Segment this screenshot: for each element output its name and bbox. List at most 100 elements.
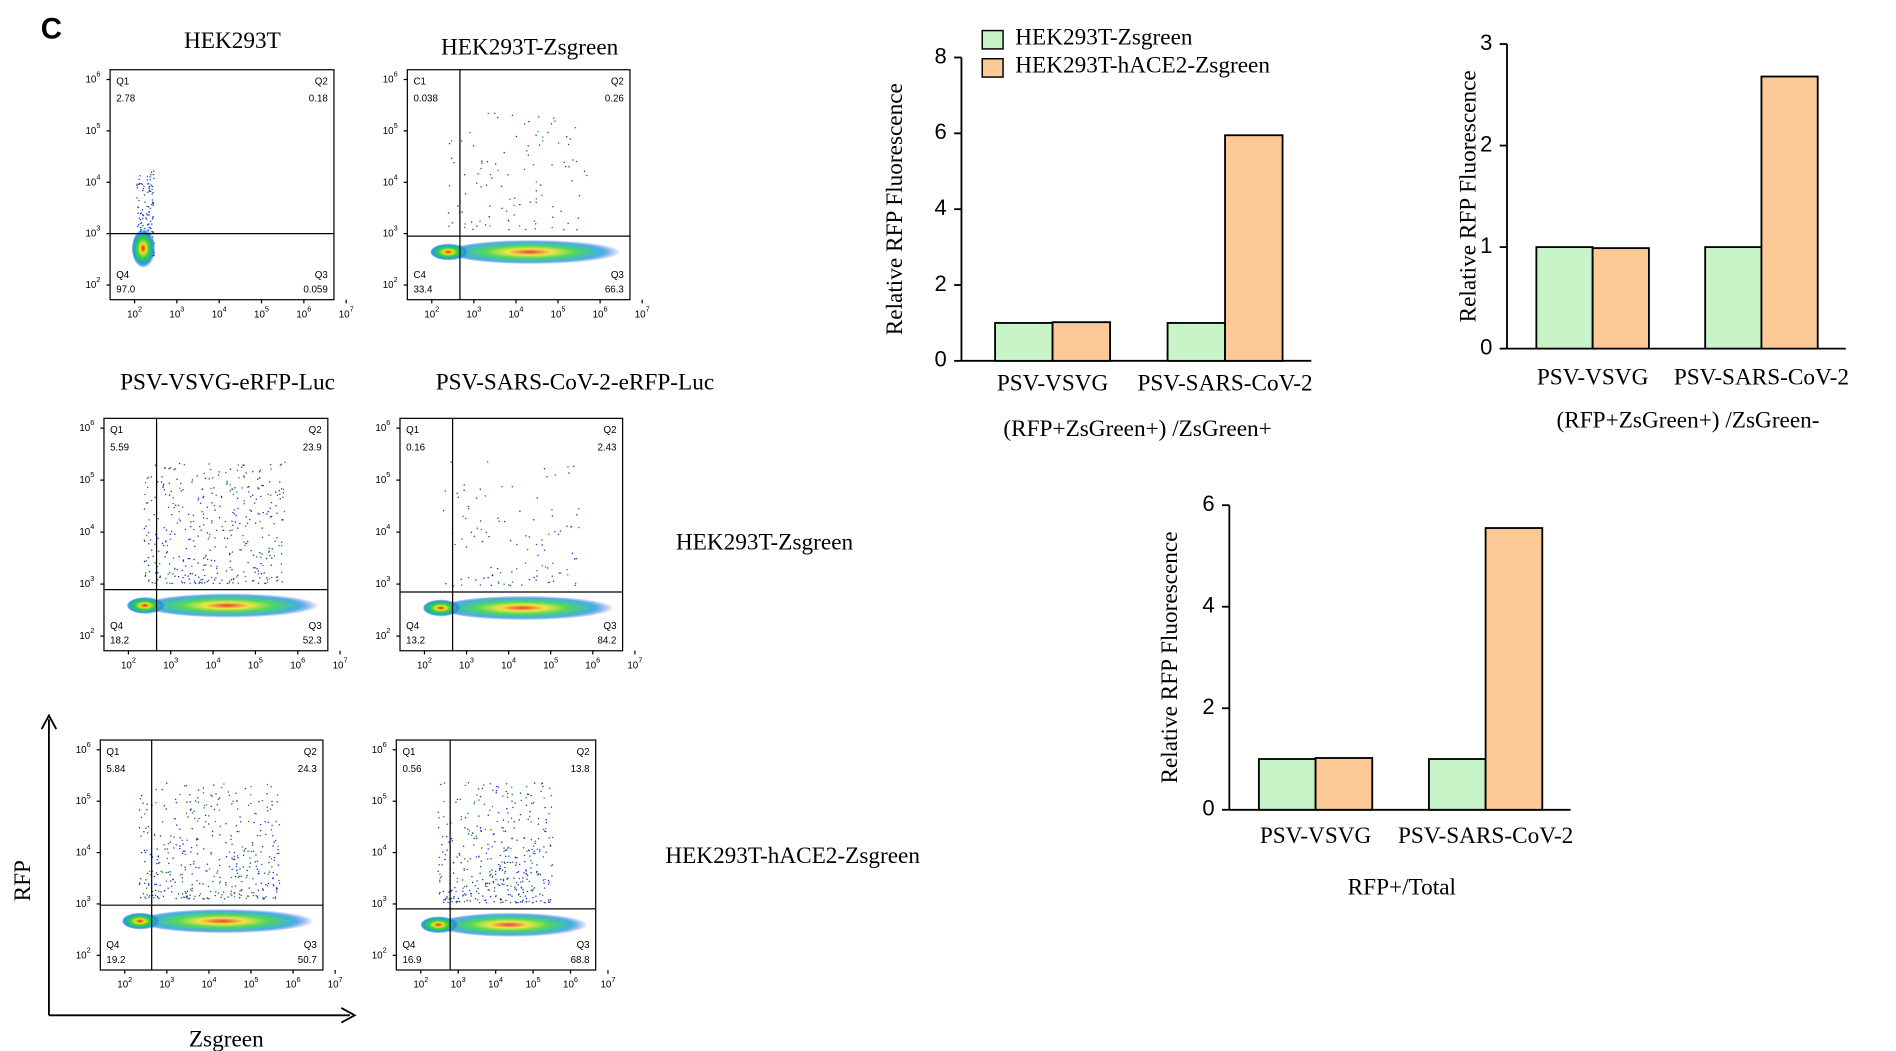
- decor-dot: [231, 886, 233, 888]
- decor-dot: [464, 223, 466, 225]
- quadrant-name: Q2: [577, 747, 590, 758]
- decor-dot: [460, 584, 463, 586]
- decor-dot: [515, 901, 517, 904]
- x-tick-label: PSV-SARS-CoV-2: [1398, 823, 1573, 849]
- decor-dot: [574, 582, 577, 585]
- decor-dot: [497, 786, 500, 788]
- decor-dot: [280, 487, 283, 490]
- decor-dot: [174, 881, 176, 883]
- decor-dot: [193, 898, 195, 900]
- decor-dot: [269, 516, 272, 518]
- tick-base: 10: [248, 660, 259, 671]
- decor-dot: [536, 870, 538, 873]
- decor-dot: [221, 579, 223, 582]
- decor-dot: [172, 557, 175, 559]
- decor-dot: [238, 477, 240, 479]
- decor-dot: [505, 210, 508, 212]
- decor-dot: [202, 496, 204, 499]
- tick-base: 10: [117, 979, 128, 990]
- decor-dot: [236, 808, 239, 810]
- decor-dot: [513, 821, 516, 823]
- decor-dot: [516, 839, 518, 842]
- decor-dot: [178, 518, 180, 520]
- decor-dot: [191, 479, 194, 481]
- decor-dot: [551, 875, 553, 877]
- decor-dot: [521, 584, 523, 586]
- decor-dot: [219, 834, 221, 836]
- quadrant-name: Q2: [315, 77, 328, 88]
- tick-base: 10: [85, 228, 96, 239]
- decor-dot: [210, 576, 213, 579]
- decor-dot: [245, 897, 248, 900]
- decor-dot: [247, 561, 249, 564]
- decor-dot: [170, 835, 172, 837]
- decor-dot: [240, 549, 242, 551]
- decor-dot: [164, 848, 166, 850]
- decor-dot: [490, 873, 492, 876]
- tick-exp: 7: [638, 655, 642, 664]
- decor-dot: [437, 870, 439, 873]
- tick-exp: 7: [611, 975, 615, 984]
- decor-dot: [191, 887, 193, 890]
- decor-dot: [547, 879, 550, 882]
- decor-dot: [178, 487, 181, 489]
- decor-dot: [191, 827, 193, 830]
- tick-exp: 3: [170, 975, 174, 984]
- decor-dot: [444, 899, 447, 901]
- decor-dot: [506, 884, 509, 887]
- decor-dot: [189, 801, 191, 803]
- decor-dot: [160, 481, 163, 483]
- y-tick-label: 8: [935, 43, 947, 68]
- quadrant-value: 0.059: [303, 284, 327, 295]
- decor-dot: [219, 582, 221, 585]
- quadrant-name: Q4: [110, 621, 124, 632]
- decor-dot: [205, 564, 207, 566]
- quadrant-value: 18.2: [110, 636, 129, 647]
- decor-dot: [500, 878, 502, 881]
- x-tick-label: PSV-SARS-CoV-2: [1137, 371, 1312, 397]
- decor-dot: [549, 899, 552, 901]
- decor-dot: [241, 889, 243, 892]
- legend-swatch: [981, 29, 1004, 50]
- tick-exp: 2: [428, 655, 432, 664]
- decor-dot: [202, 513, 205, 515]
- decor-dot: [481, 540, 484, 543]
- quadrant-value: 16.9: [402, 955, 421, 966]
- decor-dot: [547, 131, 549, 134]
- decor-dot: [547, 899, 550, 901]
- decor-dot: [537, 554, 539, 557]
- decor-dot: [210, 487, 212, 490]
- decor-dot: [222, 529, 225, 532]
- decor-dot: [464, 893, 466, 895]
- decor-dot: [280, 571, 283, 574]
- decor-dot: [230, 893, 232, 895]
- decor-dot: [163, 805, 166, 807]
- decor-dot: [443, 800, 445, 803]
- decor-dot: [191, 884, 193, 886]
- decor-dot: [144, 493, 146, 496]
- decor-dot: [489, 874, 491, 877]
- decor-dot: [205, 804, 208, 806]
- decor-dot: [567, 143, 570, 146]
- flow-x-tick-label: 104: [488, 975, 503, 991]
- decor-dot: [243, 571, 245, 573]
- decor-dot: [535, 223, 537, 225]
- decor-dot: [252, 844, 254, 846]
- tick-exp: 3: [96, 224, 100, 233]
- decor-dot: [165, 808, 168, 810]
- decor-dot: [277, 864, 280, 866]
- decor-dot: [535, 198, 538, 200]
- decor-dot: [534, 842, 536, 845]
- decor-dot: [569, 138, 572, 140]
- tick-base: 10: [163, 660, 174, 671]
- decor-dot: [266, 579, 269, 581]
- decor-dot: [549, 787, 551, 789]
- decor-dot: [467, 505, 470, 508]
- decor-dot: [473, 801, 476, 803]
- decor-dot: [499, 854, 501, 857]
- decor-dot: [279, 493, 281, 496]
- decor-dot: [500, 185, 503, 188]
- decor-dot: [170, 530, 173, 533]
- flow-x-tick-label: 102: [127, 304, 142, 320]
- decor-dot: [139, 175, 141, 177]
